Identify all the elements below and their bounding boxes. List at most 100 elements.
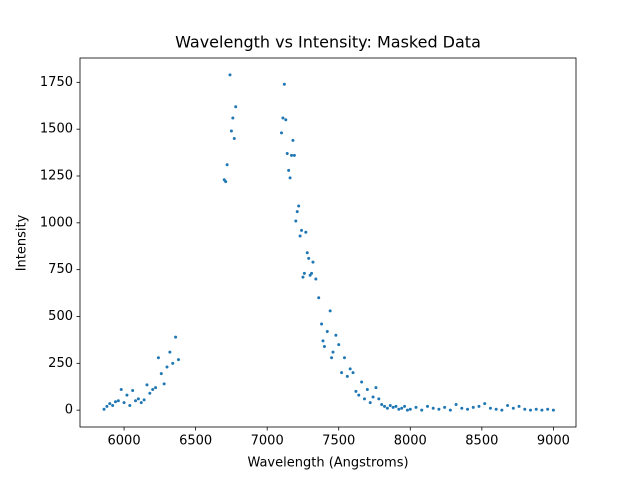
point (431, 406, 435, 410)
point (285, 152, 289, 156)
point (288, 176, 292, 180)
point (294, 219, 298, 223)
point (307, 256, 311, 260)
point (330, 356, 334, 360)
point (397, 407, 401, 411)
y-axis-label: Intensity (15, 214, 30, 271)
point (300, 228, 304, 232)
point (420, 408, 424, 412)
point (337, 343, 341, 347)
point (374, 386, 378, 390)
point (314, 277, 318, 281)
point (400, 406, 404, 410)
point (500, 408, 504, 412)
point (360, 380, 364, 384)
point (354, 389, 358, 393)
point (388, 403, 392, 407)
point (148, 391, 152, 395)
point (340, 371, 344, 375)
point (357, 393, 361, 397)
point (534, 407, 538, 411)
point (523, 407, 527, 411)
y-tick-label: 1250 (40, 169, 73, 184)
plot-frame (79, 57, 577, 428)
point (282, 82, 286, 86)
point (362, 397, 366, 401)
point (229, 129, 233, 133)
point (408, 407, 412, 411)
point (108, 402, 112, 406)
point (224, 180, 228, 184)
x-tick-label: 8000 (394, 434, 427, 449)
point (281, 116, 285, 120)
x-tick-label: 7000 (251, 434, 284, 449)
point (425, 404, 429, 408)
point (405, 408, 409, 412)
point (443, 405, 447, 409)
point (116, 399, 120, 403)
point (328, 309, 332, 313)
point (128, 403, 132, 407)
point (119, 388, 123, 392)
point (301, 275, 305, 279)
point (111, 403, 115, 407)
point (305, 251, 309, 255)
point (310, 271, 314, 275)
x-axis-label: Wavelength (Angstroms) (247, 456, 408, 471)
point (506, 403, 510, 407)
point (551, 408, 555, 412)
point (142, 398, 146, 402)
point (351, 371, 355, 375)
point (348, 367, 352, 371)
point (322, 344, 326, 348)
point (156, 356, 160, 360)
point (414, 405, 418, 409)
point (368, 401, 372, 405)
point (298, 234, 302, 238)
point (394, 404, 398, 408)
y-tick-label: 1500 (40, 122, 73, 137)
x-tick-label: 6500 (179, 434, 212, 449)
point (403, 404, 407, 408)
point (345, 374, 349, 378)
point (494, 407, 498, 411)
point (165, 365, 169, 369)
y-tick-label: 1000 (40, 215, 73, 230)
point (151, 388, 155, 392)
point (365, 388, 369, 392)
x-tick-label: 9000 (537, 434, 570, 449)
point (371, 395, 375, 399)
point (477, 404, 481, 408)
y-tick-label: 250 (48, 356, 73, 371)
y-tick-label: 500 (48, 309, 73, 324)
chart-title: Wavelength vs Intensity: Masked Data (175, 33, 481, 52)
point (377, 397, 381, 401)
point (122, 401, 126, 405)
point (231, 116, 235, 120)
y-tick-label: 1750 (40, 75, 73, 90)
point (304, 230, 308, 234)
point (391, 405, 395, 409)
point (297, 204, 301, 208)
point (168, 350, 172, 354)
point (331, 350, 335, 354)
point (325, 329, 329, 333)
point (159, 372, 163, 376)
point (295, 210, 299, 214)
y-tick-label: 0 (65, 403, 73, 418)
point (454, 403, 458, 407)
point (321, 339, 325, 343)
x-tick-label: 7500 (322, 434, 355, 449)
point (311, 260, 315, 264)
point (174, 335, 178, 339)
point (284, 118, 288, 122)
point (176, 358, 180, 362)
point (517, 404, 521, 408)
point (292, 153, 296, 157)
point (131, 388, 135, 392)
point (234, 105, 238, 109)
point (113, 400, 117, 404)
point (228, 73, 232, 77)
point (139, 401, 143, 405)
point (320, 322, 324, 326)
